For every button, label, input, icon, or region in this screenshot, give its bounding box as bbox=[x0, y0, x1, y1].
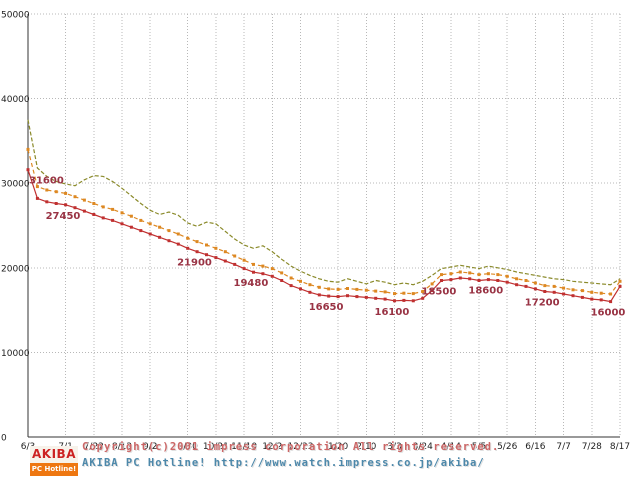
svg-text:3/3: 3/3 bbox=[387, 442, 401, 452]
footer: AKIBA PC Hotline! Copyright(c)2001 impre… bbox=[0, 438, 640, 480]
svg-text:1/20: 1/20 bbox=[328, 442, 348, 452]
logo-pc-hotline-text: PC Hotline! bbox=[30, 463, 78, 476]
svg-text:8/12: 8/12 bbox=[112, 442, 132, 452]
y-axis-labels: 0 10000 20000 30000 40000 50000 bbox=[1, 11, 30, 444]
svg-text:8/17: 8/17 bbox=[610, 442, 630, 452]
svg-text:5/26: 5/26 bbox=[497, 442, 517, 452]
svg-text:7/28: 7/28 bbox=[582, 442, 602, 452]
logo-akiba-text: AKIBA bbox=[30, 446, 78, 463]
svg-text:2/10: 2/10 bbox=[356, 442, 376, 452]
svg-text:9/2: 9/2 bbox=[143, 442, 157, 452]
svg-text:21900: 21900 bbox=[177, 258, 212, 269]
copyright-text: Copyright(c)2001 impress corporation All… bbox=[82, 441, 500, 453]
series-lowest-price-solid-red bbox=[26, 168, 622, 304]
svg-text:40000: 40000 bbox=[1, 95, 30, 105]
x-axis-labels: 6/37/17/228/129/29/3010/2111/1012/212/23… bbox=[21, 442, 630, 452]
svg-text:31600: 31600 bbox=[29, 176, 64, 187]
gridlines bbox=[28, 13, 621, 437]
svg-text:50000: 50000 bbox=[1, 11, 30, 21]
svg-text:18600: 18600 bbox=[468, 286, 503, 297]
svg-text:12/23: 12/23 bbox=[288, 442, 314, 452]
svg-text:16000: 16000 bbox=[591, 308, 626, 319]
svg-text:10/21: 10/21 bbox=[203, 442, 229, 452]
svg-text:17200: 17200 bbox=[525, 298, 560, 309]
svg-text:12/2: 12/2 bbox=[262, 442, 282, 452]
svg-text:16100: 16100 bbox=[375, 307, 410, 318]
svg-text:27450: 27450 bbox=[46, 211, 81, 222]
site-url-text: AKIBA PC Hotline! http://www.watch.impre… bbox=[82, 457, 485, 469]
svg-text:9/30: 9/30 bbox=[178, 442, 198, 452]
svg-text:11/10: 11/10 bbox=[231, 442, 257, 452]
svg-text:7/22: 7/22 bbox=[84, 442, 104, 452]
svg-text:0: 0 bbox=[1, 434, 7, 444]
svg-text:20000: 20000 bbox=[1, 264, 30, 274]
point-value-labels: 31600 27450 21900 19480 16650 16100 18500 18600… bbox=[29, 176, 625, 319]
svg-text:19480: 19480 bbox=[234, 278, 269, 289]
svg-text:30000: 30000 bbox=[1, 180, 30, 190]
axes bbox=[27, 14, 620, 438]
series-middle-price-dashed-orange bbox=[26, 147, 622, 296]
svg-text:10000: 10000 bbox=[1, 349, 30, 359]
svg-text:5/5: 5/5 bbox=[472, 442, 486, 452]
svg-text:6/16: 6/16 bbox=[525, 442, 545, 452]
svg-text:3/24: 3/24 bbox=[413, 442, 433, 452]
svg-text:6/3: 6/3 bbox=[21, 442, 35, 452]
akiba-pc-hotline-logo: AKIBA PC Hotline! bbox=[30, 446, 78, 477]
series-upper-price-dashed-olive bbox=[27, 119, 621, 286]
svg-text:16650: 16650 bbox=[309, 302, 344, 313]
svg-text:18500: 18500 bbox=[422, 287, 457, 298]
svg-text:4/14: 4/14 bbox=[441, 442, 461, 452]
svg-text:7/7: 7/7 bbox=[556, 442, 570, 452]
